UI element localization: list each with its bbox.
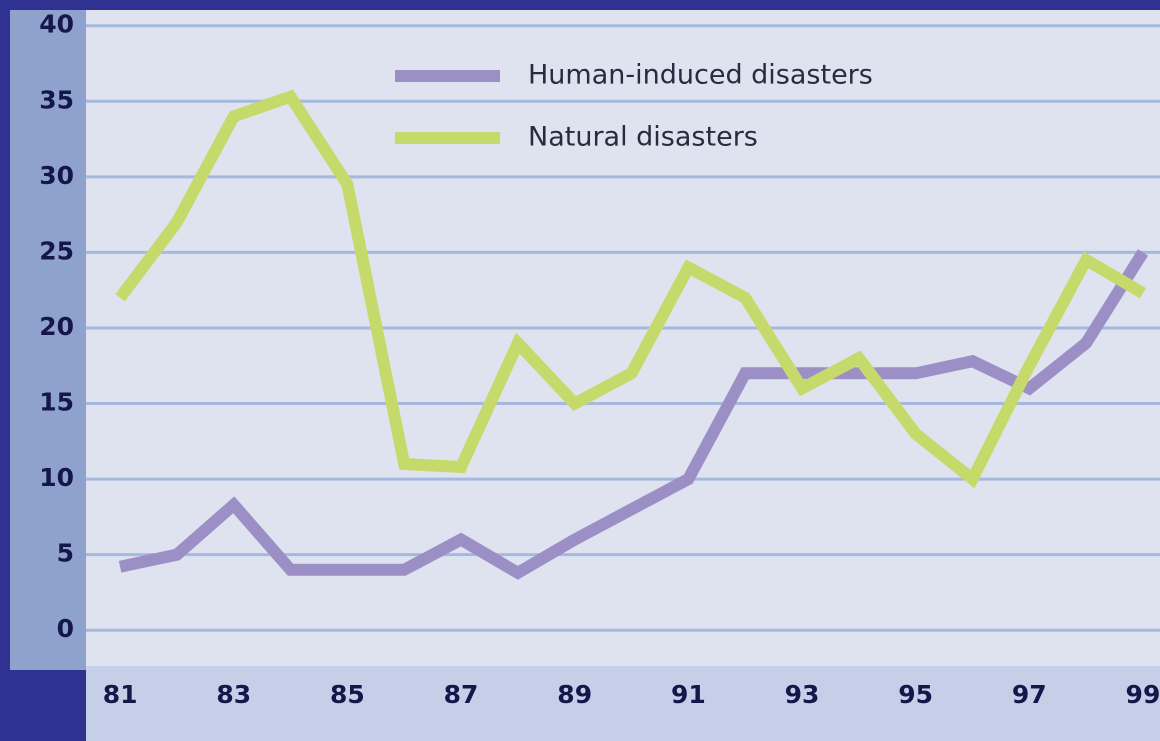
x-tick-label: 97 bbox=[1012, 680, 1047, 709]
grid bbox=[86, 24, 1160, 632]
y-tick-label: 0 bbox=[57, 614, 74, 643]
y-tick-label: 25 bbox=[39, 236, 74, 265]
x-tick-label: 85 bbox=[330, 680, 365, 709]
lines bbox=[115, 89, 1149, 580]
y-axis-strip bbox=[10, 10, 86, 670]
x-tick-label: 83 bbox=[216, 680, 251, 709]
x-tick-label: 89 bbox=[557, 680, 592, 709]
series-line bbox=[118, 249, 1149, 580]
y-tick-label: 10 bbox=[39, 463, 74, 492]
x-tick-label: 99 bbox=[1126, 680, 1160, 709]
plot-area bbox=[86, 10, 1160, 666]
legend-label: Natural disasters bbox=[528, 122, 758, 153]
series-line bbox=[115, 89, 1146, 489]
y-tick-label: 40 bbox=[39, 10, 74, 39]
x-tick-label: 95 bbox=[898, 680, 933, 709]
x-tick-label: 87 bbox=[444, 680, 479, 709]
y-tick-label: 5 bbox=[57, 539, 74, 568]
y-tick-label: 15 bbox=[39, 388, 74, 417]
x-tick-label: 81 bbox=[103, 680, 138, 709]
x-tick-label: 93 bbox=[785, 680, 820, 709]
y-tick-label: 20 bbox=[39, 312, 74, 341]
ticks: 0 5 10 15 20 25 30 35 40 81 83 85 87 89 91 93 95 97 99 bbox=[39, 10, 1160, 709]
x-axis-strip bbox=[86, 666, 1160, 741]
y-tick-label: 35 bbox=[39, 85, 74, 114]
legend: Human-induced disasters Natural disasters bbox=[395, 60, 873, 153]
x-tick-label: 91 bbox=[671, 680, 706, 709]
y-tick-label: 30 bbox=[39, 161, 74, 190]
legend-label: Human-induced disasters bbox=[528, 60, 873, 91]
